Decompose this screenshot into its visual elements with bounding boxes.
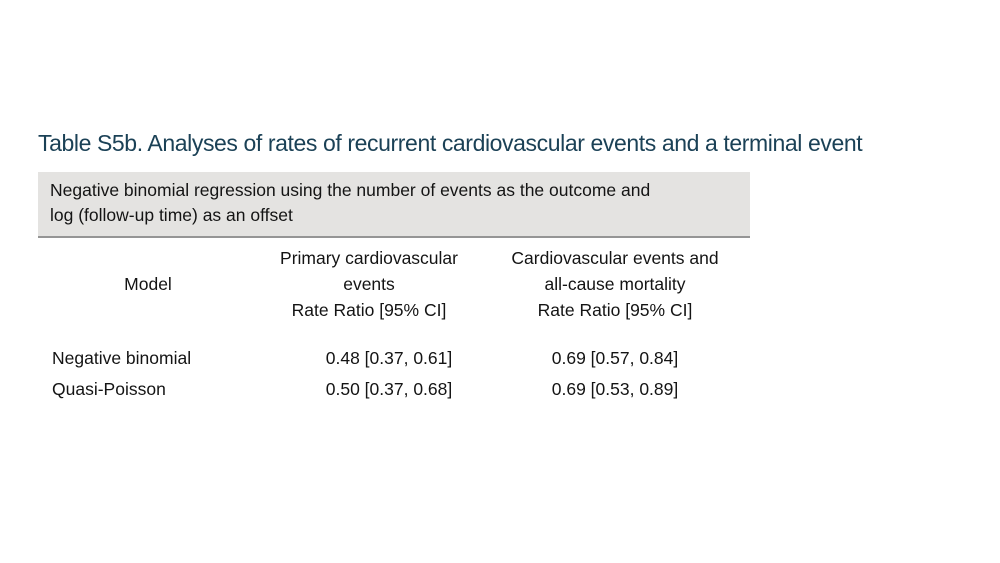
column-header-text: events xyxy=(343,274,395,294)
table-row: Negative binomial 0.48 [0.37, 0.61] 0.69… xyxy=(38,343,750,374)
cell-combined-rate-ratio: 0.69 [0.53, 0.89] xyxy=(551,379,679,399)
cell-primary-rate-ratio: 0.50 [0.37, 0.68] xyxy=(325,379,453,399)
method-note-line: log (follow-up time) as an offset xyxy=(50,205,293,225)
cell-model-name: Negative binomial xyxy=(52,348,192,368)
cell-primary-rate-ratio: 0.48 [0.37, 0.61] xyxy=(325,348,453,368)
column-header-text: Rate Ratio [95% CI] xyxy=(537,300,693,320)
results-table: Model Primary cardiovascular events Rate… xyxy=(38,245,750,405)
column-header-text: Primary cardiovascular xyxy=(280,248,458,268)
column-header-cv-events-mortality: Cardiovascular events and all-cause mort… xyxy=(480,245,750,323)
column-header-text: all-cause mortality xyxy=(544,274,686,294)
cell-combined-rate-ratio: 0.69 [0.57, 0.84] xyxy=(551,348,679,368)
cell-model-name: Quasi-Poisson xyxy=(52,379,166,399)
method-note-box: Negative binomial regression using the n… xyxy=(38,172,750,238)
table-body: Negative binomial 0.48 [0.37, 0.61] 0.69… xyxy=(38,343,750,405)
page-title: Table S5b. Analyses of rates of recurren… xyxy=(38,130,863,156)
table-header-row: Model Primary cardiovascular events Rate… xyxy=(38,245,750,323)
column-header-primary-cv-events: Primary cardiovascular events Rate Ratio… xyxy=(258,245,480,323)
column-header-model: Model xyxy=(38,271,258,297)
column-header-text: Cardiovascular events and xyxy=(511,248,719,268)
column-header-text: Rate Ratio [95% CI] xyxy=(291,300,447,320)
table-row: Quasi-Poisson 0.50 [0.37, 0.68] 0.69 [0.… xyxy=(38,374,750,405)
method-note-line: Negative binomial regression using the n… xyxy=(50,180,651,200)
column-header-text: Model xyxy=(124,274,172,294)
